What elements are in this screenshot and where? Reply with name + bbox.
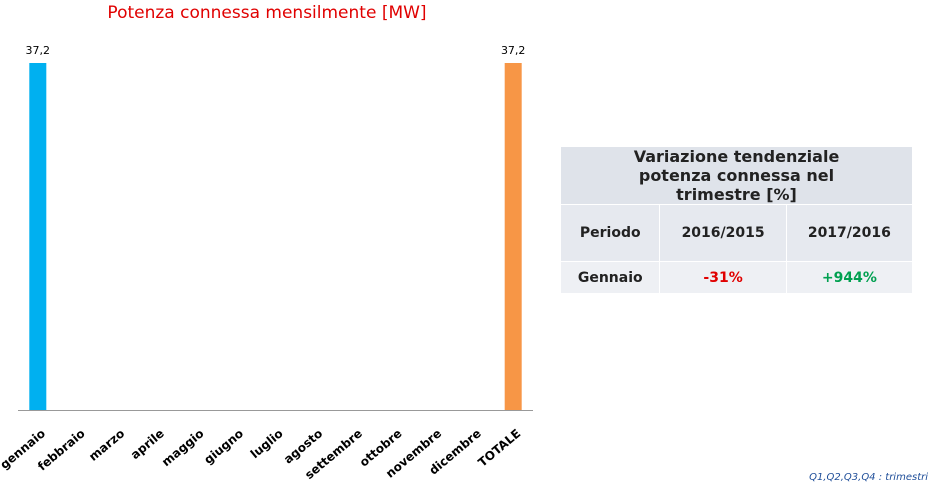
x-tick-label: TOTALE [475, 426, 523, 469]
chart: Potenza connessa mensilmente [MW] gennai… [0, 3, 533, 482]
x-tick-label: giugno [201, 426, 246, 467]
x-tick-label: maggio [159, 426, 206, 469]
table: Variazione tendenziale potenza connessa … [559, 146, 914, 294]
bar [504, 63, 522, 410]
x-tick-label: marzo [86, 426, 127, 464]
value-label: 37,2 [501, 44, 526, 57]
cell: +944% [785, 261, 914, 294]
table-title: Variazione tendenziale potenza connessa … [560, 146, 913, 205]
bar [29, 63, 47, 410]
footnote: Q1,Q2,Q3,Q4 : trimestri [809, 472, 928, 483]
cell: Gennaio [559, 261, 661, 294]
header-cell: 2017/2016 [785, 204, 914, 262]
cell: -31% [659, 261, 787, 294]
chart-title: Potenza connessa mensilmente [MW] [107, 3, 426, 23]
header-cell: Periodo [559, 204, 661, 262]
header-cell: 2016/2015 [659, 204, 787, 262]
value-label: 37,2 [26, 44, 51, 57]
